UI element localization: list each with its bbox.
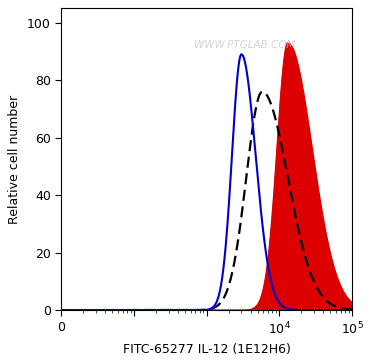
Y-axis label: Relative cell number: Relative cell number [8, 95, 21, 224]
X-axis label: FITC-65277 IL-12 (1E12H6): FITC-65277 IL-12 (1E12H6) [123, 343, 291, 356]
Text: WWW.PTGLAB.COM: WWW.PTGLAB.COM [194, 40, 295, 50]
